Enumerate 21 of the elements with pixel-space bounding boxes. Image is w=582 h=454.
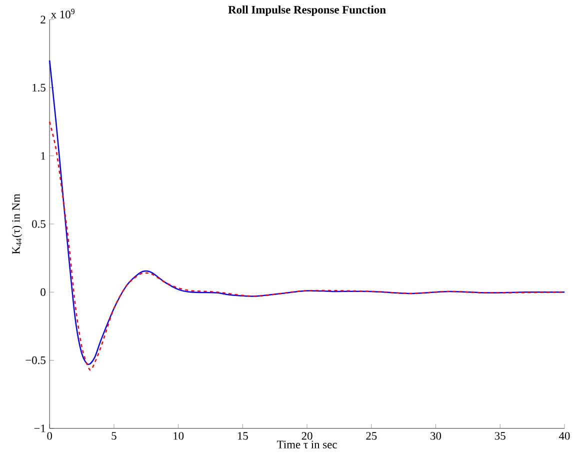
x-axis-title: Time τ in sec (277, 440, 337, 448)
x-tick-label: 40 (558, 432, 570, 440)
text: x 10$^{9}$ (50, 8, 75, 18)
x-tick-label: 0 (47, 432, 52, 440)
y-tick-label: 0 (40, 288, 46, 296)
y-tick-label: 1 (41, 152, 46, 160)
x-tick-label: 25 (366, 432, 377, 440)
x-tick-label: 15 (238, 432, 248, 440)
x-tick-label: 30 (430, 432, 442, 440)
chart-title: Roll Impulse Response Function (228, 6, 386, 16)
x-tick-label: 20 (302, 432, 312, 440)
y-tick-label: −1 (34, 424, 46, 432)
line-series (48, 60, 566, 365)
y-axis-title: K$_{44}$(τ) in Nm (12, 194, 22, 254)
x-tick-label: 35 (494, 432, 506, 440)
x-tick-label: 5 (112, 432, 116, 440)
y-tick-label: −0.5 (26, 356, 46, 364)
y-tick-label: 1.5 (32, 84, 46, 92)
y-tick-label: 0.5 (32, 220, 46, 228)
y-tick-label: 2 (40, 16, 46, 24)
x-tick-label: 10 (174, 432, 184, 440)
